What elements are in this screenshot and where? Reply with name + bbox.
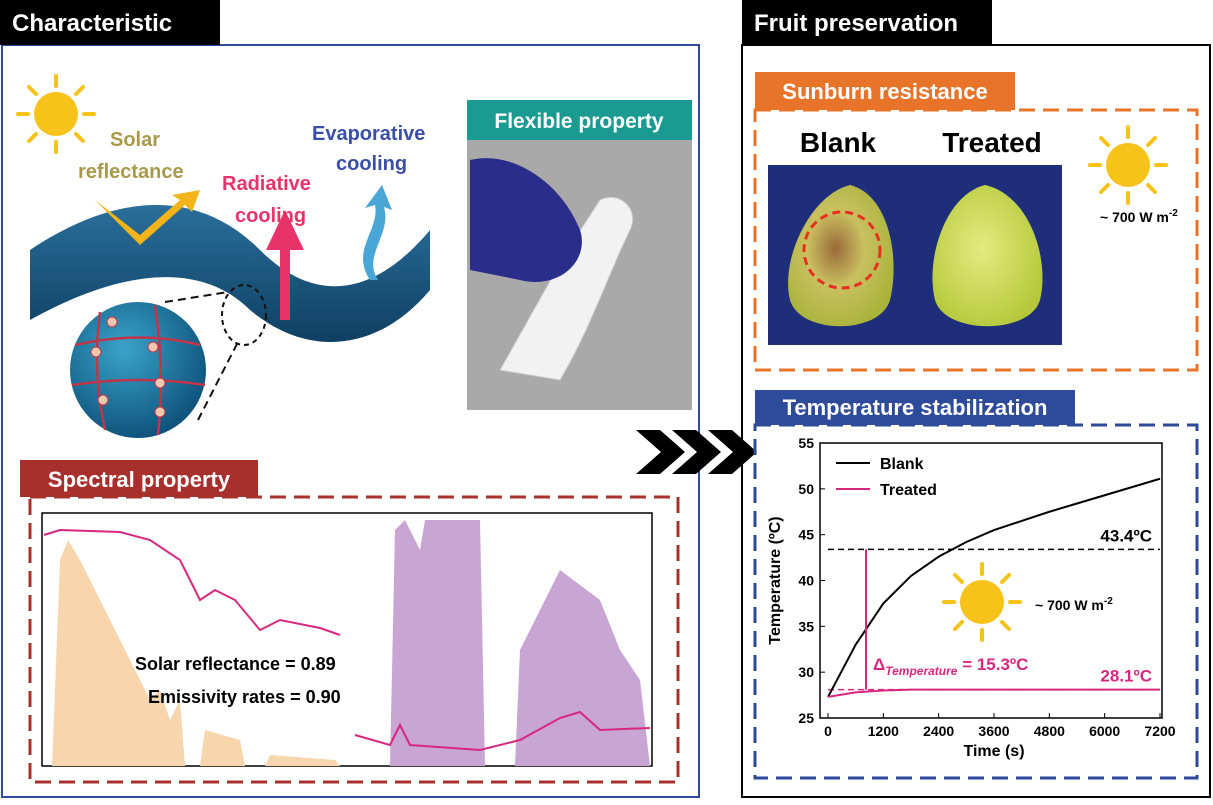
delta-value: = 15.3ºC — [957, 655, 1028, 674]
tab — [755, 72, 1015, 110]
y-tick-label: 50 — [798, 481, 814, 497]
sun-icon — [1088, 125, 1168, 205]
dashed-box — [28, 495, 680, 784]
annotation: Solar reflectance = 0.89 — [135, 654, 336, 674]
legend-label: Treated — [880, 482, 937, 499]
irradiance-text: ~ 700 W m — [1035, 597, 1104, 613]
label: Evaporative — [312, 123, 425, 145]
emissivity-curve — [354, 710, 651, 752]
film-wave — [30, 205, 430, 343]
glove — [470, 158, 582, 282]
panel-border — [1, 44, 700, 798]
annotation: Emissivity rates = 0.90 — [148, 687, 341, 707]
reflectance-curve — [43, 528, 341, 636]
series-line — [827, 688, 1160, 698]
arrow-chevrons — [636, 430, 757, 474]
tab — [20, 460, 258, 497]
label: Radiative — [222, 173, 311, 195]
sun-icon — [16, 74, 96, 154]
delta-sub: Temperature — [885, 664, 958, 678]
reference-label: 43.4ºC — [1100, 526, 1152, 545]
x-tick-label: 0 — [824, 723, 832, 739]
x-tick-label: 4800 — [1034, 723, 1065, 739]
burn-circle — [802, 210, 882, 290]
reference-label: 28.1ºC — [1100, 667, 1152, 686]
y-tick-label: 25 — [798, 710, 814, 726]
dashed-box — [753, 423, 1199, 780]
y-axis-label: Temperature (ºC) — [767, 516, 784, 644]
dashed-box — [753, 108, 1199, 372]
label: Blank — [800, 127, 877, 158]
tab-title: Spectral property — [48, 467, 231, 492]
atmospheric-window — [390, 520, 650, 766]
delta: Δ — [873, 655, 885, 674]
label: cooling — [235, 205, 306, 227]
x-tick-label: 3600 — [978, 723, 1009, 739]
sun-icon — [942, 562, 1022, 642]
irradiance: ~ 700 W m-2 — [1100, 208, 1178, 225]
tab — [755, 390, 1075, 425]
tab — [467, 100, 692, 140]
panel-title: Characteristic — [12, 10, 172, 37]
x-tick-label: 7200 — [1144, 723, 1175, 739]
radiative-arrow — [266, 210, 304, 320]
panel-tab — [742, 0, 992, 45]
x-axis-label: Time (s) — [963, 743, 1024, 760]
x-tick-label: 6000 — [1089, 723, 1120, 739]
label: Treated — [942, 127, 1042, 158]
y-tick-label: 45 — [798, 527, 814, 543]
pear-treated — [932, 185, 1043, 327]
y-tick-label: 30 — [798, 664, 814, 680]
label: reflectance — [78, 161, 184, 183]
x-tick-label: 1200 — [868, 723, 899, 739]
tab-title: Temperature stabilization — [783, 395, 1048, 420]
panel-tab — [0, 0, 220, 45]
x-tick-label: 2400 — [923, 723, 954, 739]
y-tick-label: 40 — [798, 573, 814, 589]
reflect-arrow — [95, 190, 200, 245]
evaporative-arrow — [363, 185, 392, 280]
irradiance: ~ 700 W m-2 — [1035, 596, 1113, 613]
y-tick-label: 55 — [798, 435, 814, 451]
legend-label: Blank — [880, 456, 924, 473]
irradiance-exp: -2 — [1169, 208, 1178, 219]
solar-spectrum — [52, 540, 340, 766]
structure-sphere — [70, 302, 206, 438]
label: Solar — [110, 129, 160, 151]
tab-title: Flexible property — [494, 110, 664, 133]
panel-title: Fruit preservation — [754, 10, 958, 37]
irradiance-text: ~ 700 W m — [1100, 209, 1169, 225]
delta-annotation: ΔTemperature = 15.3ºC — [873, 655, 1028, 678]
film-photo — [499, 196, 634, 381]
label: cooling — [336, 153, 407, 175]
series-line — [827, 477, 1161, 698]
y-tick-label: 35 — [798, 618, 814, 634]
tab-title: Sunburn resistance — [782, 79, 987, 104]
pear-blank — [788, 185, 894, 327]
irradiance-exp: -2 — [1104, 596, 1113, 607]
